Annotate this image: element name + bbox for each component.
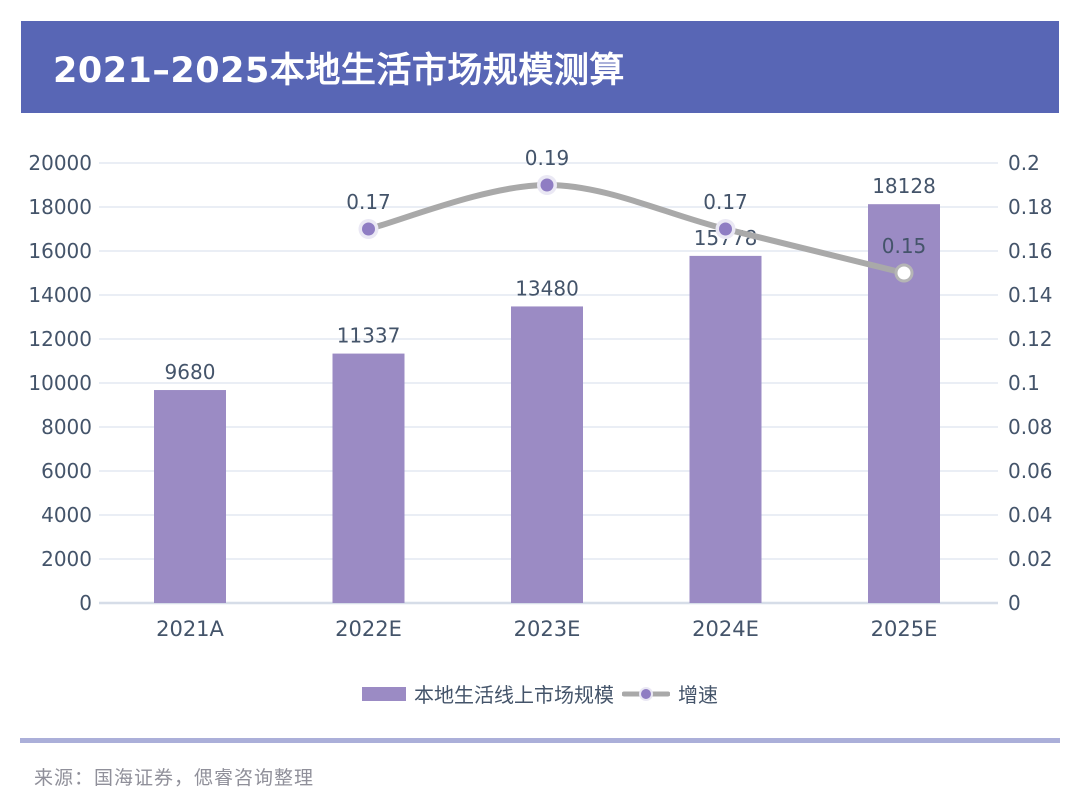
left-axis-tick-label: 0: [79, 591, 92, 615]
legend-item-bar: 本地生活线上市场规模: [362, 679, 614, 708]
bar-2022E: [332, 353, 405, 603]
right-axis-tick-label: 0.04: [1008, 503, 1053, 527]
line-value-label: 0.17: [703, 190, 748, 214]
footer-divider: [20, 738, 1060, 743]
line-value-label: 0.17: [346, 190, 391, 214]
category-label: 2025E: [871, 617, 938, 641]
right-axis-tick-label: 0.1: [1008, 371, 1040, 395]
left-axis-tick-label: 12000: [28, 327, 92, 351]
right-axis-tick-label: 0.02: [1008, 547, 1053, 571]
category-label: 2021A: [156, 617, 224, 641]
left-axis-tick-label: 10000: [28, 371, 92, 395]
line-marker-open: [894, 263, 914, 283]
legend-label-bar: 本地生活线上市场规模: [414, 683, 614, 707]
left-axis-tick-label: 16000: [28, 239, 92, 263]
line-value-label: 0.19: [525, 146, 570, 170]
legend-item-line: 增速: [622, 679, 718, 708]
right-axis-tick-label: 0.08: [1008, 415, 1053, 439]
bar-2021A: [154, 390, 226, 603]
title-banner: 2021–2025本地生活市场规模测算: [21, 21, 1059, 113]
bar-value-label: 18128: [872, 174, 936, 198]
growth-line: [365, 181, 907, 276]
category-label: 2023E: [514, 617, 581, 641]
left-axis-tick-label: 6000: [41, 459, 92, 483]
chart-legend: 本地生活线上市场规模 增速: [0, 679, 1080, 708]
right-axis-tick-label: 0.18: [1008, 195, 1053, 219]
line-series-icon: [622, 686, 670, 701]
bar-series-swatch-icon: [362, 686, 406, 701]
line-value-label: 0.15: [882, 234, 927, 258]
line-marker: [719, 222, 732, 236]
left-axis-tick-label: 14000: [28, 283, 92, 307]
right-axis-tick-label: 0.12: [1008, 327, 1053, 351]
line-marker: [540, 178, 554, 192]
right-axis-tick-label: 0.06: [1008, 459, 1053, 483]
right-axis-tick-label: 0: [1008, 591, 1021, 615]
category-label: 2024E: [692, 617, 759, 641]
left-axis-tick-label: 18000: [28, 195, 92, 219]
left-axis-tick-label: 2000: [41, 547, 92, 571]
bar-value-label: 9680: [165, 360, 216, 384]
bar-value-label: 11337: [337, 324, 401, 348]
line-marker: [362, 222, 375, 236]
left-axis-tick-label: 8000: [41, 415, 92, 439]
legend-label-line: 增速: [678, 683, 718, 707]
source-text: 来源：国海证券，偲睿咨询整理: [34, 767, 315, 789]
right-axis-tick-label: 0.2: [1008, 151, 1040, 175]
bar-value-label: 13480: [515, 276, 579, 300]
left-axis-tick-label: 4000: [41, 503, 92, 527]
left-axis-tick-label: 20000: [28, 151, 92, 175]
bar-2024E: [689, 255, 762, 603]
right-axis-tick-label: 0.16: [1008, 239, 1053, 263]
category-label: 2022E: [335, 617, 402, 641]
right-axis-tick-label: 0.14: [1008, 283, 1053, 307]
bar-2023E: [511, 306, 583, 603]
page-title: 2021–2025本地生活市场规模测算: [53, 50, 625, 91]
